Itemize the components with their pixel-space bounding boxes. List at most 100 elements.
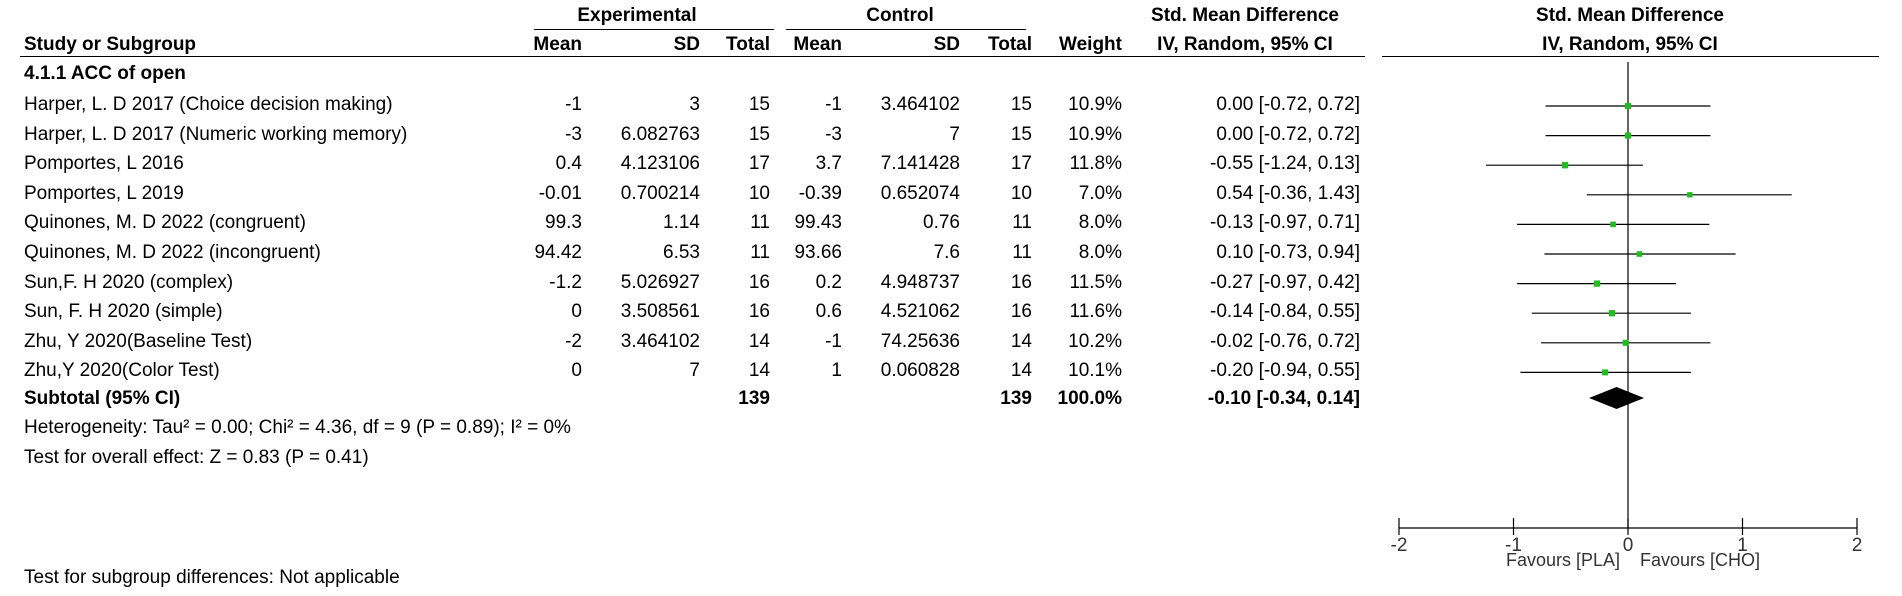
cell-sd-e: 7 [689, 360, 700, 382]
cell-total-c: 14 [1010, 360, 1032, 382]
cell-total-e: 17 [748, 153, 770, 175]
cell-ci: 0.54 [-0.36, 1.43] [1216, 182, 1360, 204]
study-point [1636, 251, 1643, 257]
study-point [1608, 310, 1616, 317]
cell-study: Quinones, M. D 2022 (congruent) [24, 212, 306, 234]
cell-sd-c: 7.141428 [880, 153, 960, 175]
cell-mean-e: -0.01 [538, 182, 582, 204]
cell-ci: 0.00 [-0.72, 0.72] [1216, 123, 1360, 145]
cell-mean-e: -2 [565, 330, 582, 352]
subgroup-title: 4.1.1 ACC of open [24, 63, 186, 84]
study-point [1610, 221, 1616, 228]
cell-sd-c: 0.652074 [880, 182, 960, 204]
cell-total-e: 16 [748, 301, 770, 323]
cell-sd-c: 74.25636 [880, 330, 960, 352]
cell-mean-c: 1 [831, 360, 842, 382]
cell-study: Pomportes, L 2019 [24, 182, 184, 204]
cell-sd-e: 4.123106 [620, 153, 700, 175]
mean-e-header: Mean [533, 34, 582, 55]
cell-total-e: 15 [748, 123, 770, 145]
cell-weight: 11.5% [1069, 271, 1122, 293]
x-tick-label: -1 [1505, 535, 1522, 556]
overall-effect-text: Test for overall effect: Z = 0.83 (P = 0… [24, 447, 369, 468]
study-point [1624, 102, 1632, 110]
cell-sd-c: 7.6 [933, 242, 960, 263]
cell-sd-e: 0.700214 [620, 182, 700, 204]
experimental-header-rule [534, 29, 774, 30]
cell-total-c: 17 [1010, 153, 1032, 175]
study-point [1561, 162, 1569, 169]
study-point [1602, 369, 1609, 376]
experimental-group-header: Experimental [577, 5, 697, 26]
cell-total-e: 11 [750, 242, 770, 263]
cell-mean-c: 99.43 [794, 212, 842, 234]
cell-ci: -0.20 [-0.94, 0.55] [1210, 360, 1360, 382]
cell-weight: 10.1% [1068, 360, 1122, 382]
plot-header-rule [1382, 56, 1879, 57]
cell-mean-c: -0.39 [798, 182, 842, 204]
cell-total-c: 10 [1010, 182, 1032, 204]
favours-right-label: Favours [CHO] [1640, 550, 1761, 570]
cell-mean-c: 93.66 [794, 242, 842, 263]
cell-total-c: 11 [1012, 242, 1032, 263]
cell-mean-e: -3 [565, 123, 582, 145]
plot-ci-header: IV, Random, 95% CI [1542, 34, 1718, 55]
cell-study: Quinones, M. D 2022 (incongruent) [24, 242, 321, 263]
cell-sd-e: 1.14 [663, 212, 700, 234]
cell-ci: 0.10 [-0.73, 0.94] [1216, 242, 1360, 263]
cell-mean-e: -1.2 [549, 271, 582, 293]
cell-mean-c: -3 [825, 123, 842, 145]
cell-mean-e: 0.4 [555, 153, 582, 175]
smd-column-title: Std. Mean Difference [1151, 5, 1339, 26]
cell-mean-c: 3.7 [815, 153, 842, 175]
cell-sd-c: 7 [949, 123, 960, 145]
table-header-rule [20, 56, 1365, 57]
cell-mean-c: -1 [825, 330, 842, 352]
total-e-header: Total [726, 34, 770, 55]
study-point [1593, 280, 1601, 287]
sd-c-header: SD [933, 34, 960, 55]
plot-title: Std. Mean Difference [1536, 5, 1724, 26]
cell-total-e: 10 [748, 182, 770, 204]
cell-mean-e: 0 [571, 301, 582, 323]
cell-mean-e: -1 [565, 94, 582, 115]
cell-mean-e: 0 [571, 360, 582, 382]
cell-sd-e: 5.026927 [620, 271, 700, 293]
pooled-diamond [1589, 387, 1645, 409]
cell-total-c: 14 [1010, 330, 1032, 352]
study-column-header: Study or Subgroup [24, 34, 197, 55]
cell-weight: 10.9% [1068, 123, 1122, 145]
subtotal-total-e: 139 [738, 388, 770, 409]
subgroup-differences-text: Test for subgroup differences: Not appli… [24, 567, 400, 588]
cell-study: Sun, F. H 2020 (simple) [24, 301, 223, 323]
cell-ci: -0.27 [-0.97, 0.42] [1210, 271, 1360, 293]
study-point [1687, 192, 1693, 198]
cell-ci: -0.55 [-1.24, 0.13] [1210, 153, 1360, 175]
control-group-header: Control [866, 5, 934, 26]
cell-sd-e: 6.082763 [620, 123, 700, 145]
study-point [1622, 339, 1629, 346]
cell-ci: 0.00 [-0.72, 0.72] [1216, 94, 1360, 115]
cell-sd-e: 3.464102 [620, 330, 700, 352]
cell-study: Sun,F. H 2020 (complex) [24, 271, 234, 293]
cell-mean-c: 0.6 [815, 301, 842, 323]
subtotal-weight: 100.0% [1057, 388, 1122, 409]
subtotal-label: Subtotal (95% CI) [24, 388, 181, 409]
cell-mean-c: 0.2 [815, 271, 842, 293]
subtotal-ci: -0.10 [-0.34, 0.14] [1207, 388, 1360, 409]
cell-sd-c: 3.464102 [880, 94, 960, 115]
x-tick-label: 2 [1852, 535, 1863, 556]
favours-left-label: Favours [PLA] [1505, 550, 1620, 570]
ci-column-header: IV, Random, 95% CI [1157, 34, 1333, 55]
cell-total-c: 15 [1010, 123, 1032, 145]
cell-weight: 11.8% [1069, 153, 1122, 175]
weight-header: Weight [1059, 34, 1122, 55]
cell-sd-c: 0.060828 [880, 360, 960, 382]
cell-weight: 8.0% [1078, 212, 1122, 234]
cell-ci: -0.02 [-0.76, 0.72] [1210, 330, 1360, 352]
x-tick-label: 0 [1623, 535, 1634, 556]
cell-sd-c: 4.948737 [880, 271, 960, 293]
x-tick-label: 1 [1737, 535, 1748, 556]
cell-total-e: 15 [748, 94, 770, 115]
cell-mean-e: 94.42 [534, 242, 582, 263]
